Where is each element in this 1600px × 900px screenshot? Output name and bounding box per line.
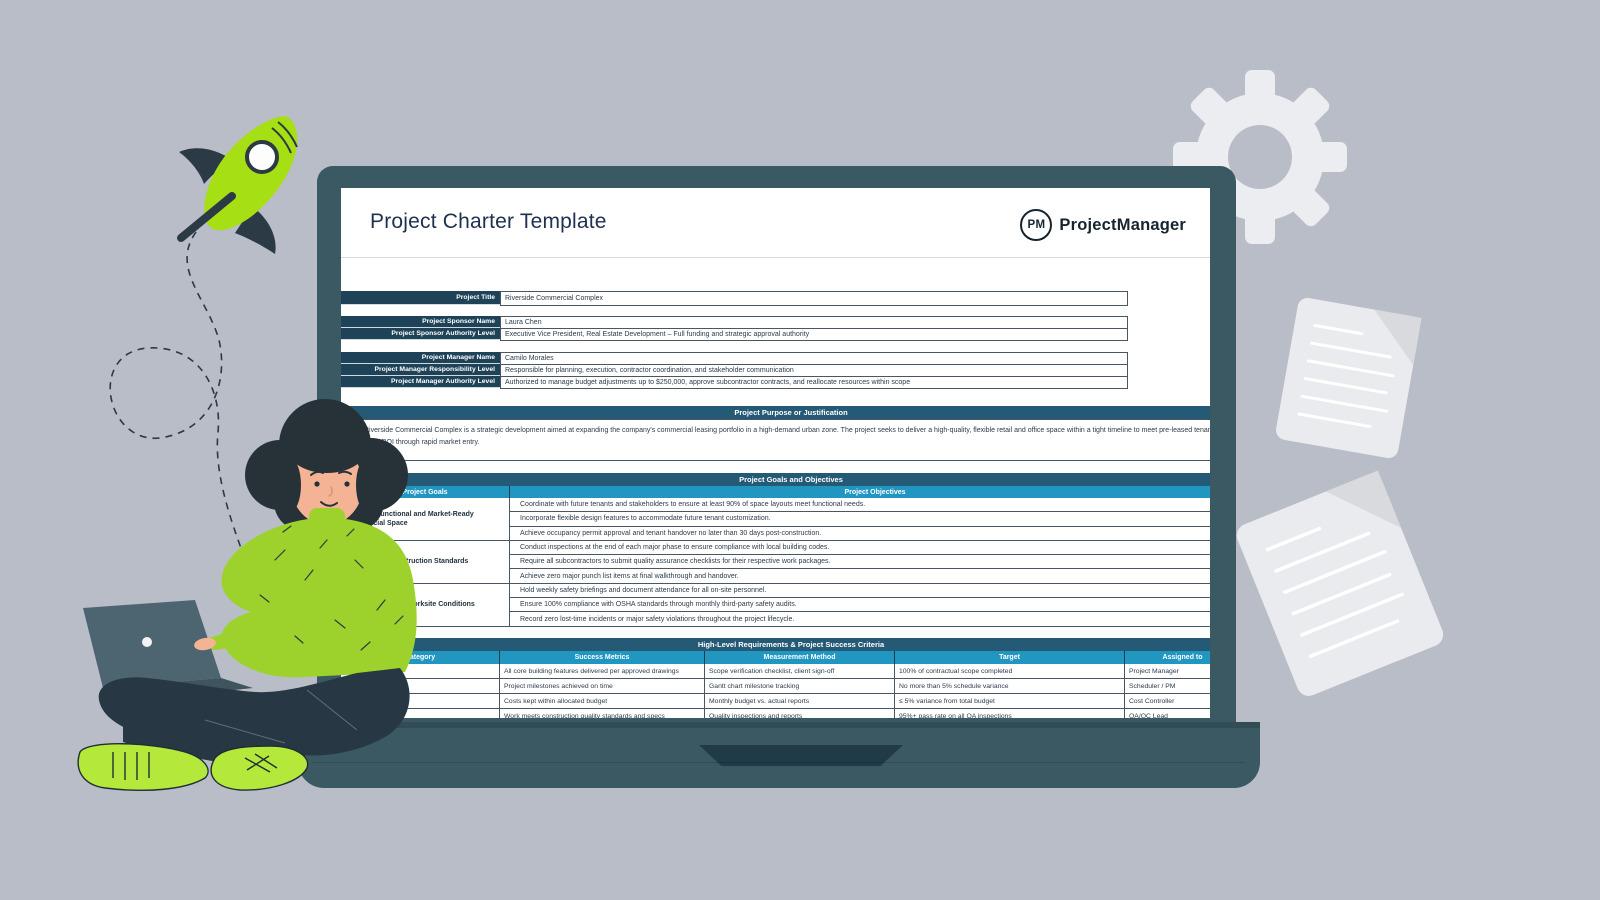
- objective-cell[interactable]: Ensure 100% compliance with OSHA standar…: [510, 598, 1210, 613]
- shoes: [77, 743, 309, 791]
- brand-name: ProjectManager: [1059, 215, 1186, 234]
- laptop-hinge-notch: [699, 745, 903, 766]
- rocket-icon: [177, 116, 298, 254]
- manager-table: Project Manager Name Camilo Morales Proj…: [341, 352, 1128, 389]
- req-target[interactable]: ≤ 5% variance from total budget: [895, 694, 1125, 709]
- project-title-table: Project Title Riverside Commercial Compl…: [341, 291, 1128, 306]
- req-assigned[interactable]: Scheduler / PM: [1125, 679, 1210, 694]
- objective-cell[interactable]: Coordinate with future tenants and stake…: [510, 498, 1210, 513]
- req-metric[interactable]: Project milestones achieved on time: [500, 679, 705, 694]
- field-label: Project Manager Responsibility Level: [341, 364, 500, 376]
- field-label: Project Manager Name: [341, 352, 500, 364]
- req-method[interactable]: Monthly budget vs. actual reports: [705, 694, 895, 709]
- field-value[interactable]: Authorized to manage budget adjustments …: [500, 376, 1128, 389]
- field-value[interactable]: Riverside Commercial Complex: [500, 291, 1128, 306]
- req-assigned[interactable]: Project Manager: [1125, 664, 1210, 679]
- sweater: [205, 508, 417, 678]
- laptop-base-seam: [312, 762, 1246, 763]
- pm-logo-icon: PM: [1020, 209, 1053, 241]
- objective-cell[interactable]: Achieve zero major punch list items at f…: [510, 569, 1210, 584]
- field-value[interactable]: Executive Vice President, Real Estate De…: [500, 328, 1128, 341]
- goals-table: Project Goals Project Objectives Deliver…: [341, 486, 1210, 627]
- laptop-base-shadow: [298, 722, 1260, 728]
- objective-cell[interactable]: Incorporate flexible design features to …: [510, 512, 1210, 527]
- req-metric[interactable]: Costs kept within allocated budget: [500, 694, 705, 709]
- req-method[interactable]: Gantt chart milestone tracking: [705, 679, 895, 694]
- objective-cell[interactable]: Hold weekly safety briefings and documen…: [510, 583, 1210, 599]
- req-assigned[interactable]: Cost Controller: [1125, 694, 1210, 709]
- field-label: Project Sponsor Authority Level: [341, 328, 500, 340]
- req-metric[interactable]: Work meets construction quality standard…: [500, 709, 705, 718]
- req-method[interactable]: Quality inspections and reports: [705, 709, 895, 718]
- column-header: Target: [895, 651, 1125, 664]
- column-header: Measurement Method: [705, 651, 895, 664]
- column-header-objectives: Project Objectives: [510, 486, 1210, 498]
- column-header: Success Metrics: [500, 651, 705, 664]
- req-metric[interactable]: All core building features delivered per…: [500, 664, 705, 679]
- objective-cell[interactable]: Record zero lost-time incidents or major…: [510, 612, 1210, 627]
- objective-cell[interactable]: Achieve occupancy permit approval and te…: [510, 526, 1210, 541]
- req-method[interactable]: Scope verification checklist, client sig…: [705, 664, 895, 679]
- section-header-purpose: Project Purpose or Justification: [341, 406, 1210, 419]
- section-header-requirements: High-Level Requirements & Project Succes…: [341, 638, 1210, 651]
- woman-illustration: [77, 399, 417, 791]
- page-title: Project Charter Template: [370, 210, 607, 233]
- req-target[interactable]: 95%+ pass rate on all QA inspections: [895, 709, 1125, 718]
- sponsor-table: Project Sponsor Name Laura Chen Project …: [341, 316, 1128, 341]
- req-target[interactable]: No more than 5% schedule variance: [895, 679, 1125, 694]
- document-header: Project Charter Template PM ProjectManag…: [341, 188, 1210, 258]
- column-header: Assigned to: [1125, 651, 1210, 664]
- dashed-trail: [109, 231, 264, 611]
- laptop-screen: Project Charter Template PM ProjectManag…: [341, 188, 1210, 718]
- req-assigned[interactable]: QA/QC Lead: [1125, 709, 1210, 718]
- field-label: Project Title: [341, 291, 500, 305]
- section-header-goals: Project Goals and Objectives: [341, 473, 1210, 486]
- req-target[interactable]: 100% of contractual scope completed: [895, 664, 1125, 679]
- purpose-text: The Riverside Commercial Complex is a st…: [350, 427, 1210, 446]
- paper-sheet-icon: [1276, 297, 1422, 459]
- requirements-table: Category Success Metrics Measurement Met…: [341, 651, 1210, 718]
- paper-sheet-icon: [1236, 470, 1444, 696]
- objective-cell[interactable]: Conduct inspections at the end of each m…: [510, 540, 1210, 556]
- purpose-box[interactable]: The Riverside Commercial Complex is a st…: [341, 419, 1210, 461]
- field-label: Project Sponsor Name: [341, 316, 500, 328]
- field-label: Project Manager Authority Level: [341, 376, 500, 388]
- objective-cell[interactable]: Require all subcontractors to submit qua…: [510, 555, 1210, 570]
- brand-logo: PM ProjectManager: [1020, 209, 1186, 241]
